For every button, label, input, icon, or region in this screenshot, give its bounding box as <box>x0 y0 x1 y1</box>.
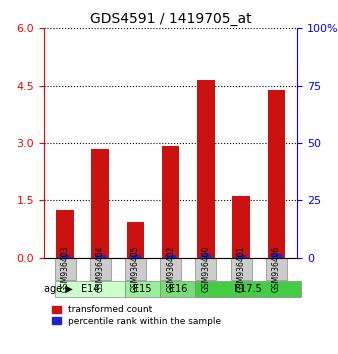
Bar <box>271 255 282 259</box>
Bar <box>130 255 141 260</box>
FancyBboxPatch shape <box>160 281 195 297</box>
FancyBboxPatch shape <box>195 258 216 280</box>
Text: GSM936404: GSM936404 <box>96 245 105 292</box>
FancyBboxPatch shape <box>54 258 76 280</box>
Bar <box>56 210 74 258</box>
Text: E16: E16 <box>169 284 187 294</box>
FancyBboxPatch shape <box>125 258 146 280</box>
Text: E14: E14 <box>80 284 99 294</box>
FancyBboxPatch shape <box>54 281 125 297</box>
Bar <box>201 254 211 258</box>
Bar <box>127 222 144 258</box>
Bar <box>236 255 246 259</box>
FancyBboxPatch shape <box>125 281 160 297</box>
Text: GSM936402: GSM936402 <box>166 245 175 292</box>
Bar <box>165 255 176 259</box>
Text: E17.5: E17.5 <box>234 284 262 294</box>
FancyBboxPatch shape <box>160 258 181 280</box>
Text: age ▶: age ▶ <box>44 284 73 294</box>
Text: GSM936403: GSM936403 <box>61 245 70 292</box>
Text: GSM936405: GSM936405 <box>131 245 140 292</box>
Text: GSM936406: GSM936406 <box>272 245 281 292</box>
Bar <box>232 196 250 258</box>
Legend: transformed count, percentile rank within the sample: transformed count, percentile rank withi… <box>48 302 225 330</box>
FancyBboxPatch shape <box>266 258 287 280</box>
Bar <box>95 255 105 259</box>
FancyBboxPatch shape <box>90 258 111 280</box>
Bar <box>92 149 109 258</box>
Bar <box>267 90 285 258</box>
Bar <box>60 255 70 260</box>
Text: E15: E15 <box>133 284 152 294</box>
Title: GDS4591 / 1419705_at: GDS4591 / 1419705_at <box>90 12 251 26</box>
Text: GSM936400: GSM936400 <box>201 245 210 292</box>
Bar <box>197 80 215 258</box>
FancyBboxPatch shape <box>231 258 252 280</box>
Bar <box>162 146 179 258</box>
Text: GSM936401: GSM936401 <box>237 245 246 292</box>
FancyBboxPatch shape <box>195 281 301 297</box>
